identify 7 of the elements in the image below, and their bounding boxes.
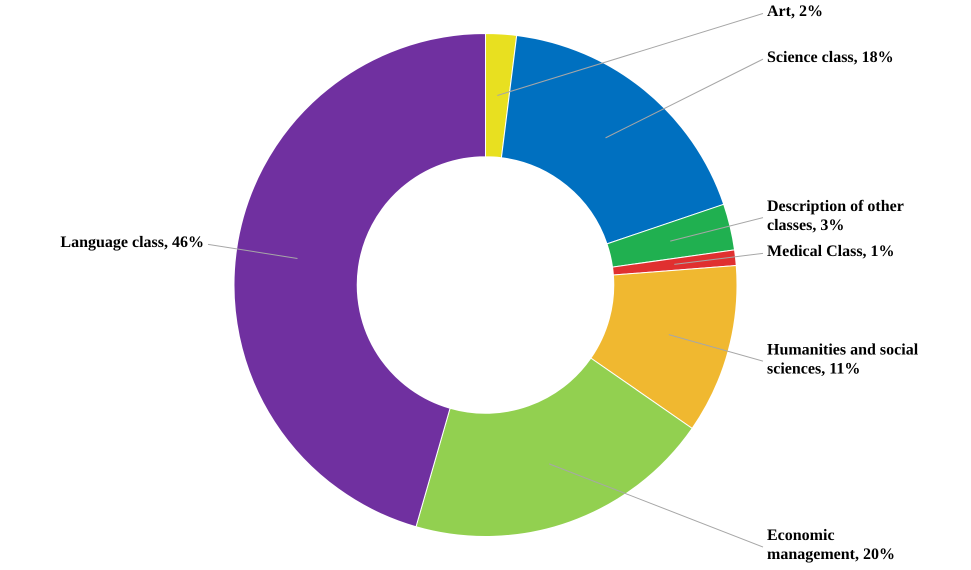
slice-label: Humanities and social sciences, 11%	[767, 341, 919, 378]
slice-label: Science class, 18%	[767, 48, 894, 66]
slice-label: Art, 2%	[767, 3, 823, 20]
slice-label: Medical Class, 1%	[767, 242, 895, 260]
slice-label: Language class, 46%	[60, 234, 204, 251]
slice-label: Economic management, 20%	[767, 527, 895, 564]
slice-label: Description of other classes, 3%	[767, 198, 904, 234]
